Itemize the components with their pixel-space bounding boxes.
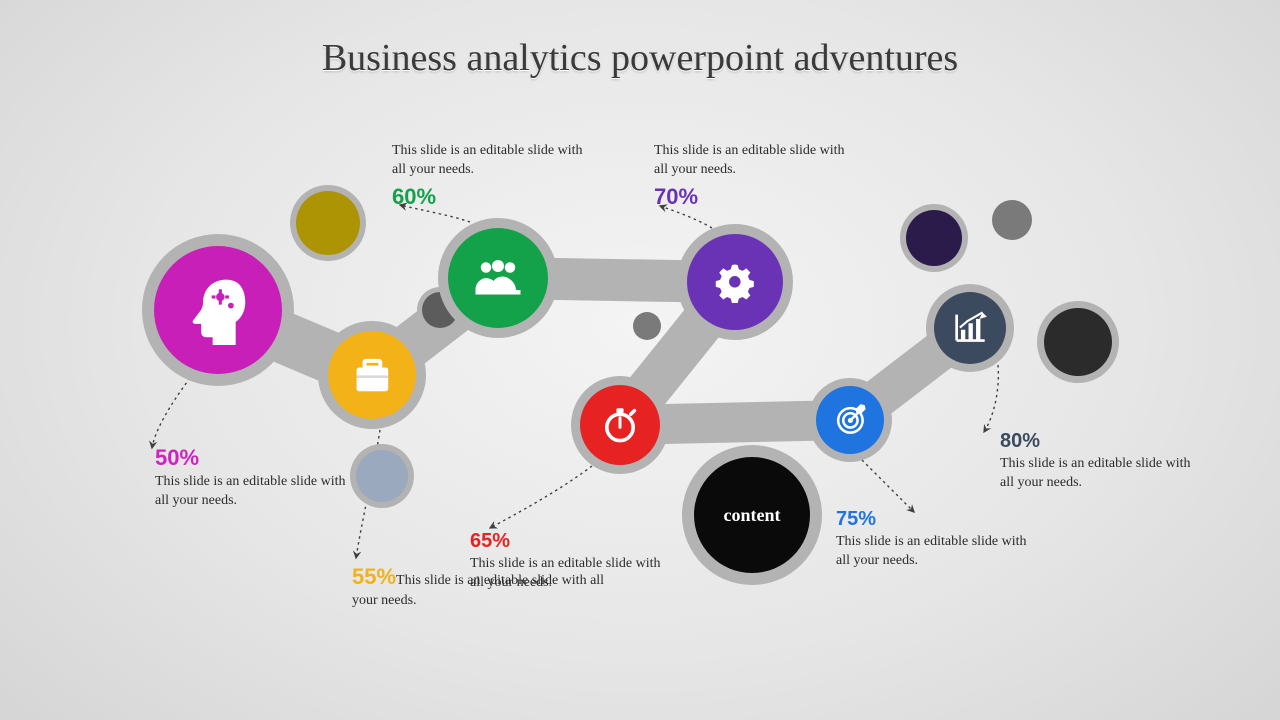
decorative-circle	[290, 185, 366, 261]
callout-desc: This slide is an editable slide with all…	[155, 473, 360, 511]
callout-desc: This slide is an editable slide with all…	[392, 142, 597, 180]
percent-label: 65%	[470, 530, 670, 553]
percent-label: 70%	[654, 184, 859, 210]
infographic-node	[571, 376, 669, 474]
head-gears-icon	[154, 246, 282, 374]
bar-chart-icon	[934, 292, 1006, 364]
infographic-node	[926, 284, 1014, 372]
callout-desc: This slide is an editable slide with all…	[1000, 455, 1205, 493]
callout: 75%This slide is an editable slide with …	[836, 508, 1041, 571]
content-label: content	[724, 505, 781, 526]
decorative-circle	[1037, 301, 1119, 383]
page-title: Business analytics powerpoint adventures	[0, 36, 1280, 80]
percent-label: 60%	[392, 184, 597, 210]
gear-icon	[687, 234, 783, 330]
callout: This slide is an editable slide with all…	[654, 142, 859, 210]
target-icon	[816, 386, 884, 454]
infographic-node	[677, 224, 793, 340]
infographic-node	[438, 218, 558, 338]
team-icon	[448, 228, 548, 328]
decorative-circle	[633, 312, 661, 340]
percent-label: 55%	[352, 564, 396, 589]
callout: This slide is an editable slide with all…	[392, 142, 597, 210]
percent-label: 80%	[1000, 430, 1205, 453]
stopwatch-icon	[580, 385, 660, 465]
decorative-circle	[900, 204, 968, 272]
callout: 65%This slide is an editable slide with …	[470, 530, 670, 593]
infographic-node	[142, 234, 294, 386]
callout: 50%This slide is an editable slide with …	[155, 445, 360, 511]
callout-desc: This slide is an editable slide with all…	[836, 533, 1041, 571]
percent-label: 50%	[155, 445, 360, 471]
callout: 80%This slide is an editable slide with …	[1000, 430, 1205, 493]
content-circle: content	[682, 445, 822, 585]
infographic-node	[318, 321, 426, 429]
infographic-node	[808, 378, 892, 462]
callout-desc: This slide is an editable slide with all…	[654, 142, 859, 180]
callout-desc: This slide is an editable slide with all…	[470, 555, 670, 593]
briefcase-icon	[328, 331, 416, 419]
percent-label: 75%	[836, 508, 1041, 531]
decorative-circle	[992, 200, 1032, 240]
